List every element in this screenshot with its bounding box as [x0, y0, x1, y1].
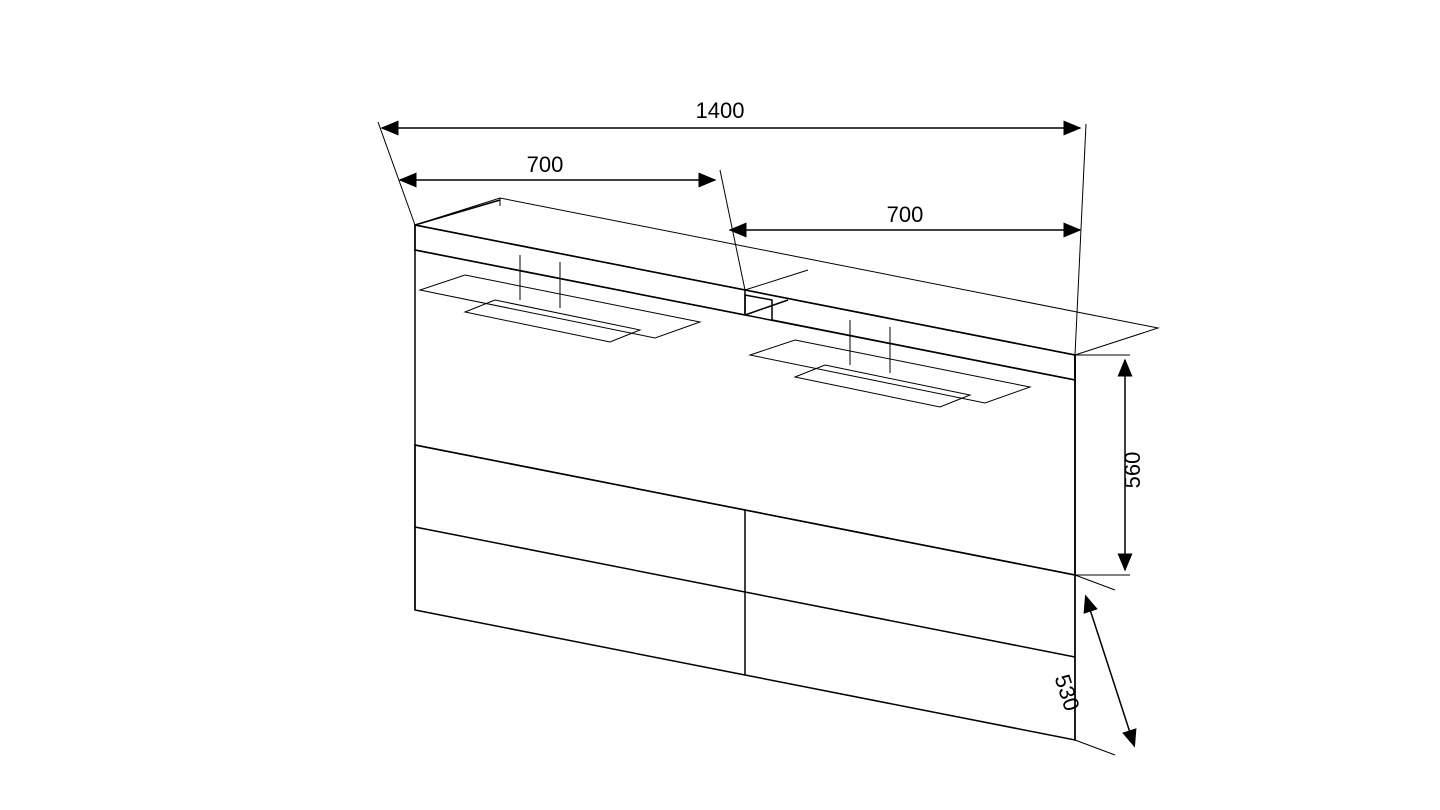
dimension-drawing: 1400 700 700 560 530: [0, 0, 1440, 810]
dim-line-depth: [1086, 596, 1135, 746]
dim-label-total-width: 1400: [696, 98, 745, 123]
dim-label-half-right: 700: [887, 202, 924, 227]
cabinet-body: [415, 198, 1158, 740]
dim-label-height: 560: [1120, 452, 1145, 489]
dim-label-half-left: 700: [527, 152, 564, 177]
dim-label-depth: 530: [1050, 671, 1085, 714]
